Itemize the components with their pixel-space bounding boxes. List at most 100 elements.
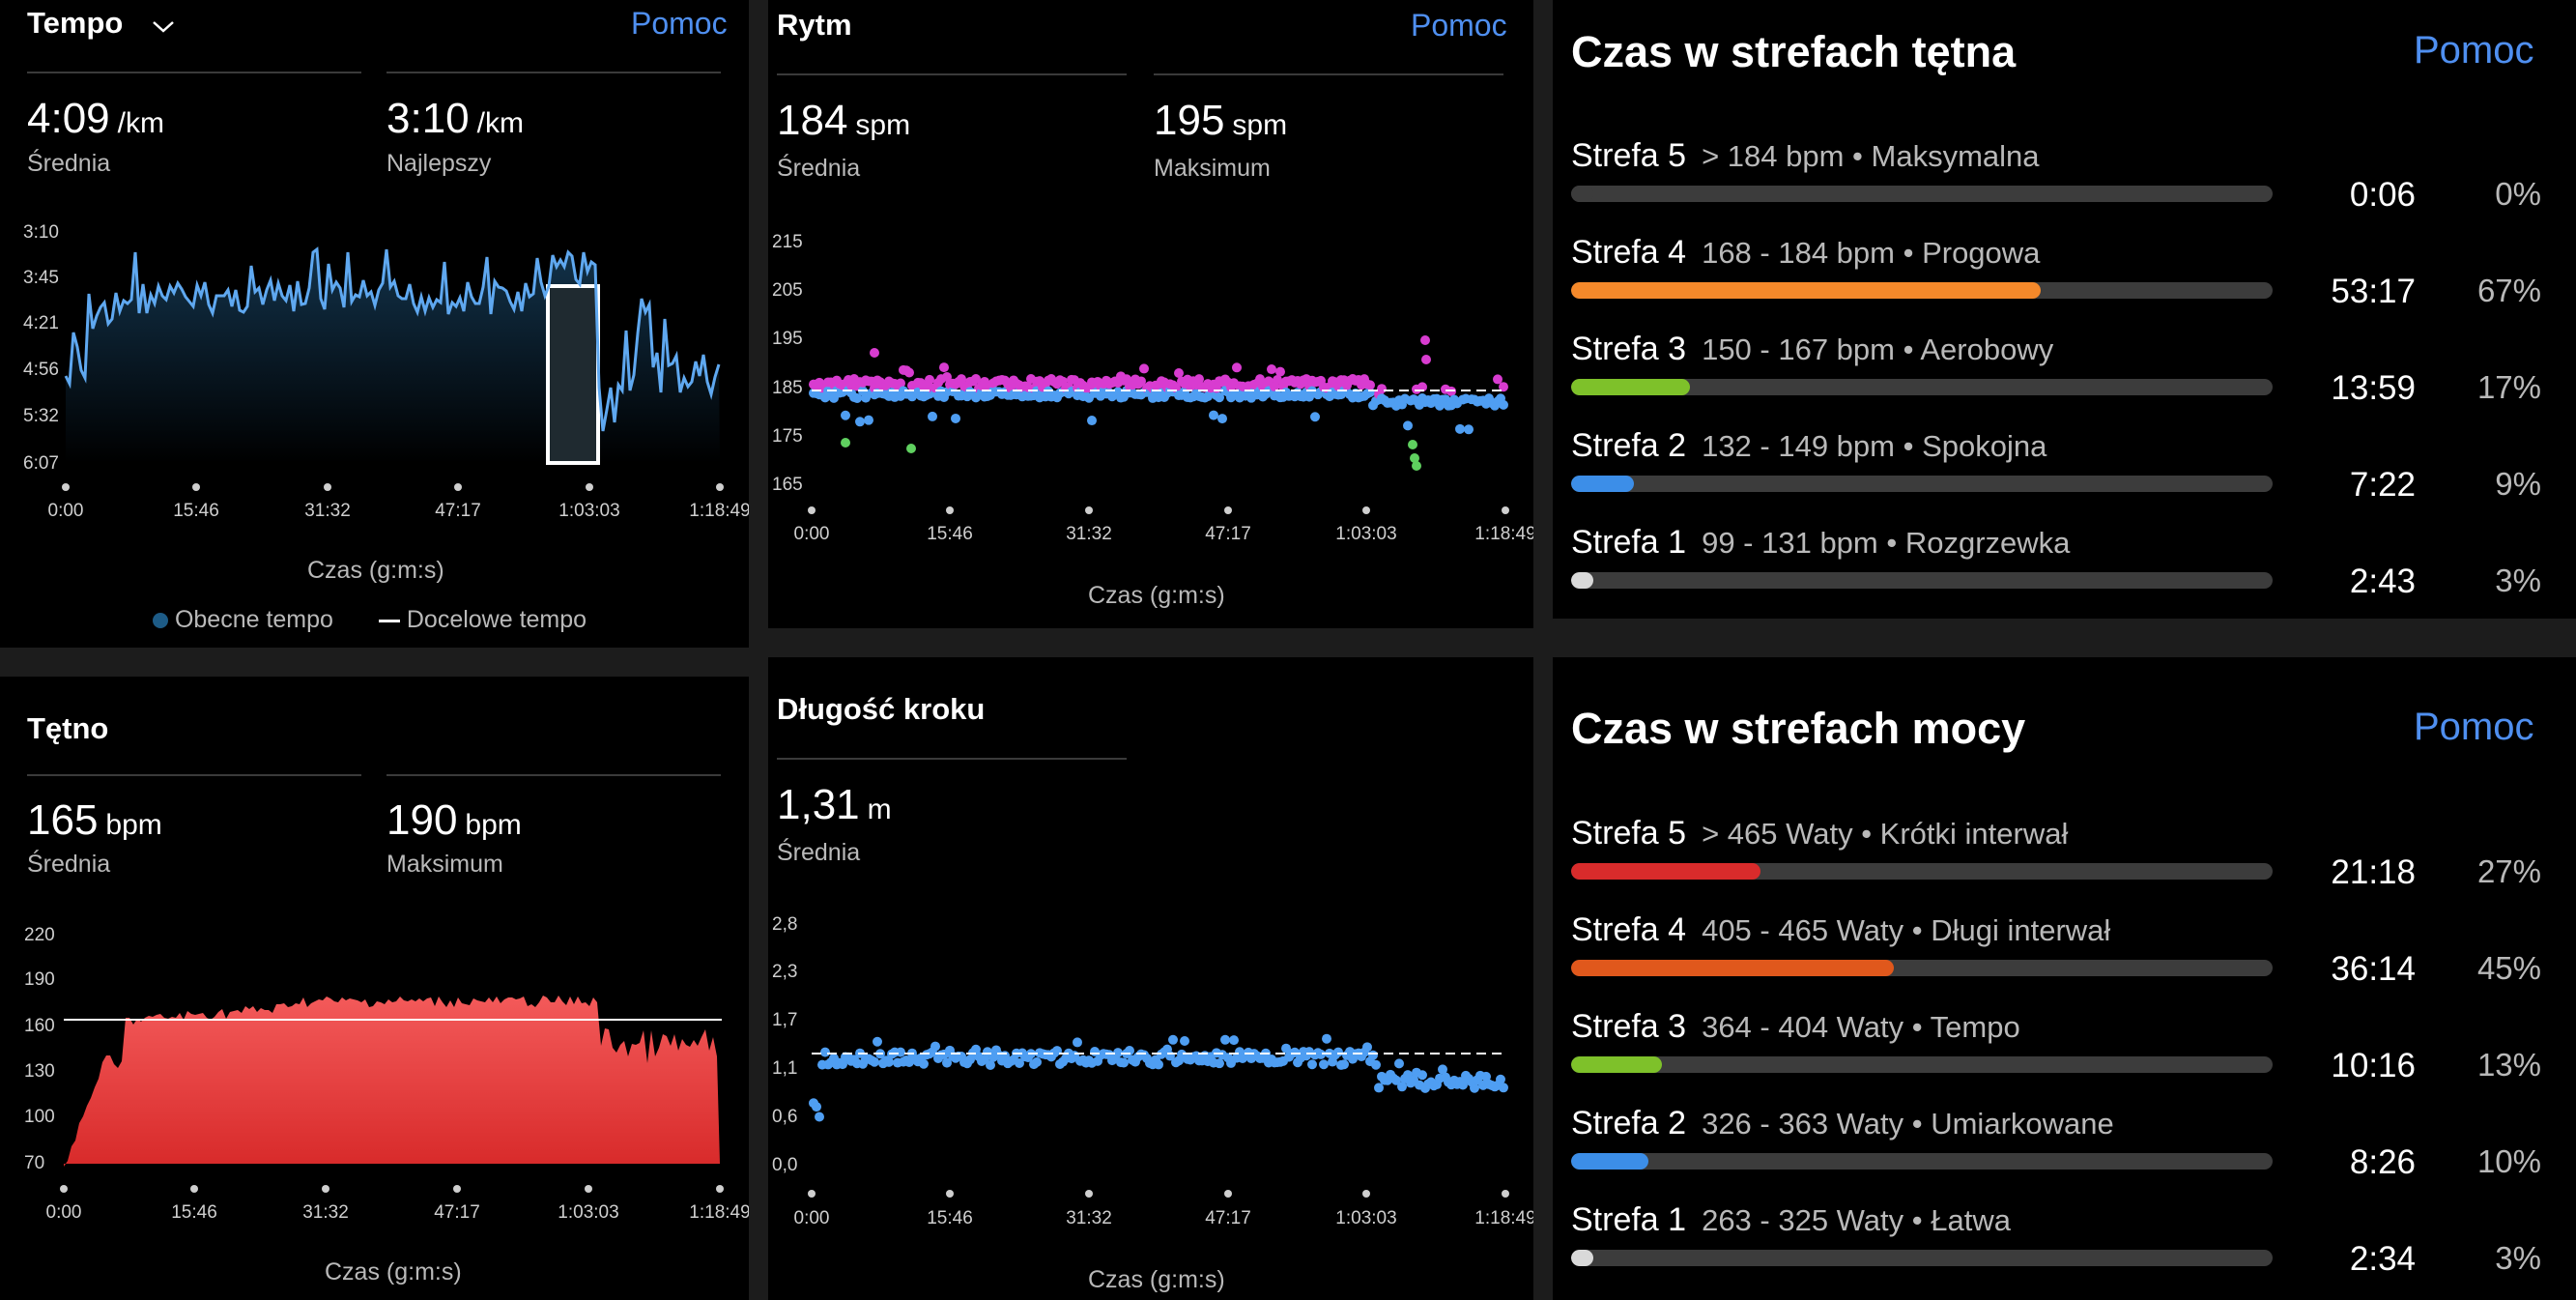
stride-dot bbox=[1119, 1057, 1129, 1068]
stride-dot bbox=[884, 1056, 894, 1067]
zone-time: 0:06 bbox=[2349, 176, 2416, 214]
rytm-avg-label: Średnia bbox=[777, 155, 861, 182]
zone-range: 263 - 325 Waty • Łatwa bbox=[1702, 1203, 2011, 1237]
cadence-dot bbox=[1499, 399, 1508, 410]
stride-dot bbox=[1397, 1082, 1407, 1092]
rytm-y-tick: 165 bbox=[772, 475, 803, 495]
stat-divider bbox=[777, 73, 1127, 75]
power-zones-help-link[interactable]: Pomoc bbox=[2414, 706, 2534, 748]
x-tick-dot bbox=[1502, 1190, 1509, 1198]
x-tick-dot bbox=[1085, 1190, 1093, 1198]
tempo-x-tick: 31:32 bbox=[304, 501, 351, 521]
zone-progress-fill bbox=[1571, 186, 1594, 202]
krok-x-tick: 1:03:03 bbox=[1335, 1208, 1396, 1228]
zone-range: > 184 bpm • Maksymalna bbox=[1702, 139, 2040, 173]
cadence-dot bbox=[1087, 416, 1097, 426]
x-tick-dot bbox=[454, 483, 462, 491]
stride-dot bbox=[815, 1112, 824, 1122]
tempo-legend: Obecne tempo Docelowe tempo bbox=[153, 606, 587, 634]
stride-dot bbox=[1371, 1059, 1381, 1070]
stride-dot bbox=[1339, 1059, 1349, 1070]
zone-label: Strefa 2 326 - 363 Waty • Umiarkowane bbox=[1571, 1105, 2114, 1142]
rytm-y-tick: 175 bbox=[772, 426, 803, 447]
rytm-x-tick: 1:18:49 bbox=[1474, 524, 1533, 544]
zone-name: Strefa 5 bbox=[1571, 815, 1687, 852]
panel-divider bbox=[0, 648, 749, 677]
krok-y-tick: 0,6 bbox=[772, 1107, 797, 1127]
zone-time: 7:22 bbox=[2349, 466, 2416, 504]
tempo-x-axis-label: Czas (g:m:s) bbox=[307, 557, 444, 584]
cadence-dot bbox=[1136, 376, 1146, 387]
tetno-x-tick: 31:32 bbox=[302, 1202, 349, 1223]
stride-dot bbox=[820, 1047, 830, 1057]
zone-name: Strefa 2 bbox=[1571, 427, 1687, 464]
x-tick-dot bbox=[946, 506, 954, 514]
tetno-x-tick: 0:00 bbox=[46, 1202, 82, 1223]
zone-label: Strefa 1 263 - 325 Waty • Łatwa bbox=[1571, 1201, 2011, 1239]
stride-dot bbox=[1322, 1033, 1331, 1044]
zone-name: Strefa 3 bbox=[1571, 1008, 1687, 1045]
cadence-dot bbox=[1174, 368, 1184, 379]
x-tick-dot bbox=[585, 1185, 592, 1193]
x-tick-dot bbox=[716, 1185, 724, 1193]
stride-dot bbox=[838, 1059, 847, 1070]
zone-time: 2:34 bbox=[2349, 1240, 2416, 1278]
tempo-x-tick: 1:03:03 bbox=[558, 501, 619, 521]
stride-dot bbox=[1458, 1080, 1468, 1090]
zone-progress-bar bbox=[1571, 379, 2273, 395]
zone-progress-fill bbox=[1571, 1153, 1648, 1170]
rytm-x-tick: 1:03:03 bbox=[1335, 524, 1396, 544]
zone-range: 99 - 131 bpm • Rozgrzewka bbox=[1702, 526, 2071, 560]
cadence-dot bbox=[1493, 374, 1503, 385]
tempo-help-link[interactable]: Pomoc bbox=[631, 6, 728, 41]
tetno-y-tick: 70 bbox=[24, 1153, 44, 1173]
tempo-best-label: Najlepszy bbox=[386, 150, 492, 177]
zone-name: Strefa 2 bbox=[1571, 1105, 1687, 1141]
zone-label: Strefa 4 168 - 184 bpm • Progowa bbox=[1571, 234, 2040, 272]
x-tick-dot bbox=[192, 483, 200, 491]
stride-dot bbox=[1394, 1058, 1404, 1069]
cadence-dot bbox=[1455, 423, 1465, 434]
x-tick-dot bbox=[586, 483, 593, 491]
rytm-help-link[interactable]: Pomoc bbox=[1411, 8, 1507, 43]
zone-range: > 465 Waty • Krótki interwał bbox=[1702, 817, 2069, 851]
rytm-max-value: 195 spm bbox=[1154, 97, 1288, 144]
cadence-dot bbox=[1267, 364, 1276, 375]
x-tick-dot bbox=[1362, 506, 1370, 514]
cadence-dot bbox=[971, 374, 981, 385]
cadence-dot bbox=[1377, 384, 1387, 394]
tetno-y-tick: 130 bbox=[24, 1061, 55, 1082]
legend-current-pace: Obecne tempo bbox=[174, 606, 333, 633]
tempo-y-tick: 3:45 bbox=[23, 268, 59, 288]
hr-zones-help-link[interactable]: Pomoc bbox=[2414, 29, 2534, 72]
cadence-dot bbox=[1194, 374, 1204, 385]
tetno-y-tick: 220 bbox=[24, 925, 55, 945]
cadence-dot bbox=[1232, 362, 1242, 373]
rytm-x-tick: 0:00 bbox=[794, 524, 830, 544]
zone-time: 53:17 bbox=[2331, 273, 2416, 310]
cadence-dot bbox=[841, 410, 850, 420]
stride-dot bbox=[1362, 1042, 1372, 1053]
x-tick-dot bbox=[716, 483, 724, 491]
zone-time: 13:59 bbox=[2331, 369, 2416, 407]
krok-title: Długość kroku bbox=[777, 692, 986, 726]
cadence-dot bbox=[1403, 420, 1413, 431]
krok-y-tick: 1,7 bbox=[772, 1010, 797, 1030]
cadence-dot bbox=[1275, 366, 1285, 377]
tempo-title-dropdown[interactable]: Tempo bbox=[27, 6, 176, 43]
zone-progress-fill bbox=[1571, 282, 2042, 299]
zone-progress-fill bbox=[1571, 960, 1894, 976]
stride-dot bbox=[1368, 1050, 1378, 1060]
panel-divider bbox=[749, 628, 1533, 657]
zone-progress-bar bbox=[1571, 572, 2273, 589]
stride-dot bbox=[1168, 1034, 1178, 1045]
x-tick-dot bbox=[808, 1190, 816, 1198]
tetno-y-tick: 160 bbox=[24, 1016, 55, 1036]
tempo-title: Tempo bbox=[27, 6, 124, 40]
tempo-x-tick: 15:46 bbox=[173, 501, 219, 521]
zone-range: 405 - 465 Waty • Długi interwał bbox=[1702, 913, 2111, 947]
krok-avg-label: Średnia bbox=[777, 839, 861, 866]
cadence-dot bbox=[906, 444, 916, 453]
tempo-y-tick: 4:21 bbox=[23, 313, 59, 333]
tetno-x-tick: 1:18:49 bbox=[689, 1202, 749, 1223]
